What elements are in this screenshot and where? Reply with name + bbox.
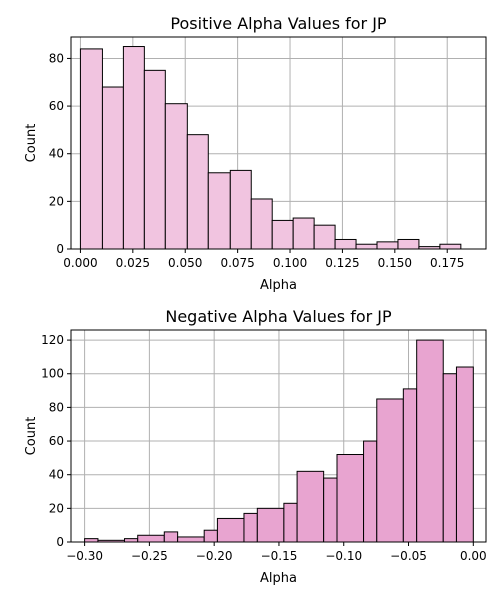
x-tick-label: 0.100: [273, 256, 307, 270]
histogram-bar: [203, 529, 218, 543]
x-tick-label: 0.000: [63, 256, 97, 270]
histogram-bar: [397, 238, 420, 250]
y-axis-label: Count: [24, 417, 39, 456]
histogram-bar: [363, 440, 378, 543]
histogram-bar: [122, 46, 145, 250]
x-tick-label: 0.075: [220, 256, 254, 270]
y-tick-label: 120: [41, 333, 64, 347]
chart-title: Positive Alpha Values for JP: [170, 14, 387, 33]
x-tick-label: 0.050: [168, 256, 202, 270]
chart-title: Negative Alpha Values for JP: [165, 307, 392, 326]
x-tick-label: −0.15: [261, 549, 298, 563]
y-tick-label: 20: [49, 501, 64, 515]
y-tick-label: 40: [49, 147, 64, 161]
histogram-bar: [101, 86, 124, 250]
histogram-bar: [124, 538, 139, 543]
histogram-bar: [355, 243, 378, 250]
y-axis-label: Count: [24, 124, 39, 163]
histogram-bar: [292, 217, 315, 250]
histogram-bar: [455, 366, 474, 543]
histogram-bar: [207, 172, 231, 250]
x-tick-label: 0.125: [325, 256, 359, 270]
x-axis-label: Alpha: [260, 278, 297, 293]
histogram-bar: [283, 502, 298, 543]
histogram-bar: [442, 373, 457, 543]
y-tick-label: 40: [49, 468, 64, 482]
x-tick-label: −0.05: [390, 549, 427, 563]
x-tick-label: 0.150: [378, 256, 412, 270]
histogram-bar: [177, 536, 205, 543]
y-tick-label: 80: [49, 51, 64, 65]
x-tick-label: −0.10: [325, 549, 362, 563]
x-tick-label: 0.025: [116, 256, 150, 270]
histogram-bar: [250, 198, 273, 250]
histogram-bar: [79, 48, 103, 250]
negative-alpha-histogram: −0.30 −0.25 −0.20 −0.15 −0.10 −0.05 0.00 0 20 40 6…: [24, 307, 487, 586]
positive-alpha-histogram: 0.000 0.025 0.050 0.075 0.100 0.125 0.150 0.175…: [24, 14, 487, 293]
x-tick-label: −0.20: [196, 549, 233, 563]
histogram-bar: [402, 388, 418, 543]
histogram-bar: [137, 534, 165, 543]
x-tick-label: −0.25: [131, 549, 168, 563]
histogram-bar: [164, 103, 188, 250]
histogram-bar: [229, 169, 252, 250]
histogram-bar: [376, 241, 399, 250]
histogram-bar: [439, 243, 462, 250]
y-tick-label: 80: [49, 400, 64, 414]
histogram-bar: [256, 507, 285, 543]
histogram-bar: [216, 517, 245, 543]
x-tick-label: 0.175: [430, 256, 464, 270]
histogram-bar: [323, 477, 338, 543]
histogram-bar: [336, 454, 365, 543]
axes-frame: [70, 36, 487, 250]
y-tick-label: 100: [41, 367, 64, 381]
y-tick-label: 0: [56, 535, 64, 549]
histogram-bar: [163, 531, 179, 543]
y-tick-label: 60: [49, 99, 64, 113]
y-tick-label: 20: [49, 194, 64, 208]
histogram-bar: [271, 219, 294, 250]
histogram-bar: [416, 339, 444, 543]
x-tick-label: −0.30: [66, 549, 103, 563]
histogram-bar: [313, 224, 336, 250]
histogram-bar: [143, 69, 166, 250]
histogram-bar: [334, 238, 357, 250]
x-tick-label: 0.00: [460, 549, 487, 563]
histogram-bar: [243, 512, 258, 543]
histogram-bar: [84, 538, 99, 543]
y-tick-label: 0: [56, 242, 64, 256]
histogram-bar: [186, 134, 209, 250]
y-tick-label: 60: [49, 434, 64, 448]
histogram-bar: [376, 398, 404, 543]
x-axis-label: Alpha: [260, 571, 297, 586]
histogram-bar: [296, 470, 325, 543]
